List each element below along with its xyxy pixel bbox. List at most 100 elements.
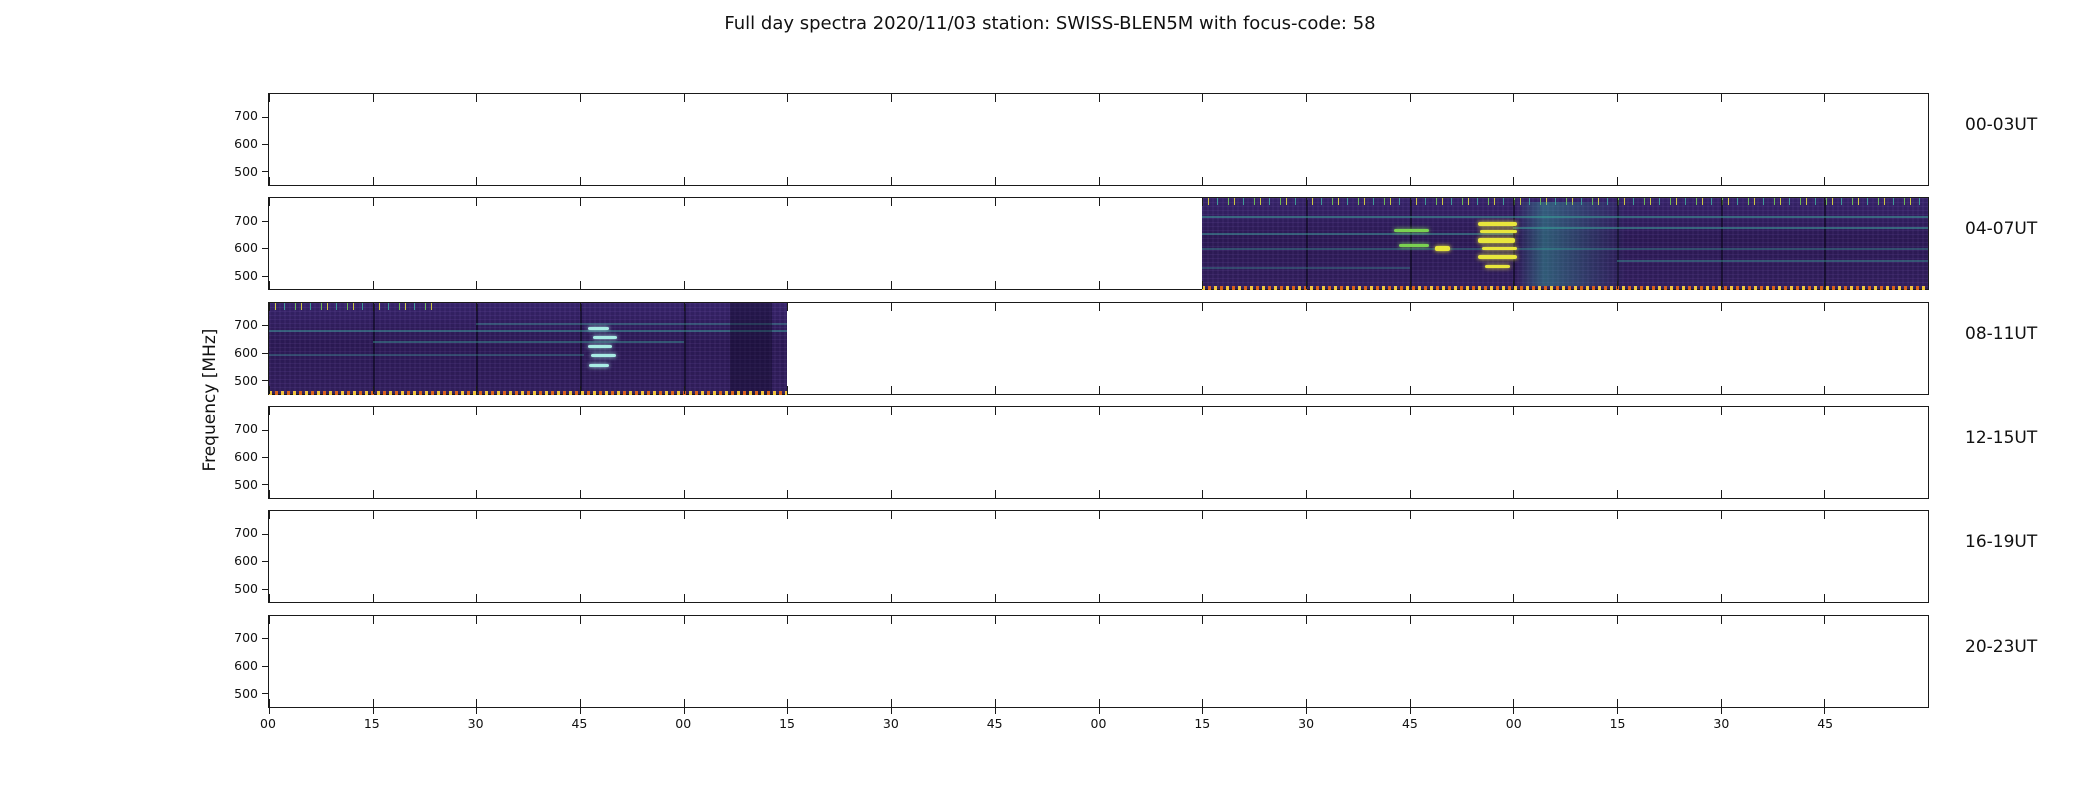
x-tick-mark xyxy=(1098,302,1100,311)
spectrogram-data xyxy=(1202,198,1928,290)
x-tick-mark-outer xyxy=(372,707,374,714)
x-tick-mark xyxy=(787,281,789,290)
x-tick-mark xyxy=(1098,177,1100,185)
x-tick-mark xyxy=(1409,177,1411,185)
x-tick-mark xyxy=(1202,198,1204,207)
x-tick-label: 30 xyxy=(1298,715,1315,731)
burst-stripe xyxy=(1478,238,1515,244)
x-tick-mark xyxy=(1202,281,1204,290)
burst-stripe xyxy=(587,327,610,331)
x-tick-mark xyxy=(580,615,582,624)
x-tick-mark-outer xyxy=(1305,707,1307,714)
x-tick-mark xyxy=(1513,302,1515,311)
y-tick-mark xyxy=(262,533,268,535)
x-tick-mark xyxy=(580,198,582,207)
x-tick-mark xyxy=(994,489,996,498)
x-tick-mark xyxy=(1409,94,1411,102)
y-tick-label: 600 xyxy=(234,240,258,256)
x-tick-mark xyxy=(1720,511,1722,520)
x-tick-mark xyxy=(1824,615,1826,624)
segment-boundary-line xyxy=(1824,200,1827,288)
y-tick-mark xyxy=(262,456,268,458)
x-tick-mark xyxy=(1513,615,1515,624)
x-tick-mark-outer xyxy=(1202,707,1204,714)
x-tick-mark xyxy=(580,302,582,311)
x-tick-mark xyxy=(269,511,270,520)
x-tick-mark xyxy=(269,94,270,102)
x-tick-mark xyxy=(372,177,374,185)
interference-line xyxy=(1202,267,1410,270)
top-speckle-noise xyxy=(269,302,435,310)
x-tick-mark xyxy=(476,94,478,102)
spectrogram-panel-20-23UT xyxy=(262,614,1929,714)
y-tick-label: 500 xyxy=(234,268,258,284)
x-tick-mark xyxy=(787,385,789,394)
x-tick-mark xyxy=(1098,489,1100,498)
x-tick-mark xyxy=(1513,281,1515,290)
burst-stripe xyxy=(1480,230,1517,234)
x-tick-mark xyxy=(683,302,685,311)
x-tick-mark xyxy=(1824,281,1826,290)
x-tick-mark xyxy=(1824,177,1826,185)
x-tick-mark xyxy=(891,177,893,185)
x-tick-mark xyxy=(994,94,996,102)
x-tick-mark xyxy=(1305,94,1307,102)
x-tick-mark xyxy=(1824,406,1826,415)
burst-stripe xyxy=(587,345,613,349)
x-tick-mark xyxy=(476,177,478,185)
y-tick-label: 500 xyxy=(234,372,258,388)
x-tick-mark xyxy=(1409,302,1411,311)
x-tick-mark xyxy=(1098,594,1100,603)
burst-stripe xyxy=(1435,245,1451,251)
x-tick-mark xyxy=(1305,698,1307,707)
x-tick-mark xyxy=(1202,615,1204,624)
x-tick-label: 45 xyxy=(986,715,1003,731)
interference-line xyxy=(1616,260,1928,263)
x-tick-mark xyxy=(1824,698,1826,707)
x-tick-mark xyxy=(476,281,478,290)
interference-line xyxy=(372,340,684,343)
x-tick-mark xyxy=(1824,511,1826,520)
y-tick-label: 700 xyxy=(234,629,258,645)
x-tick-mark xyxy=(372,489,374,498)
x-tick-mark xyxy=(476,594,478,603)
x-tick-mark xyxy=(269,406,270,415)
x-tick-mark xyxy=(787,615,789,624)
y-tick-label: 700 xyxy=(234,421,258,437)
row-label-12-15UT: 12-15UT xyxy=(1965,427,2038,448)
y-tick-mark xyxy=(262,352,268,354)
x-tick-mark xyxy=(1409,198,1411,207)
x-tick-label: 15 xyxy=(363,715,380,731)
x-tick-label: 15 xyxy=(779,715,796,731)
x-tick-mark xyxy=(1720,281,1722,290)
y-tick-mark xyxy=(262,116,268,118)
spectrogram-data xyxy=(269,302,788,394)
x-tick-mark xyxy=(1202,94,1204,102)
x-tick-mark xyxy=(1720,177,1722,185)
x-tick-mark xyxy=(372,615,374,624)
x-tick-mark xyxy=(1409,406,1411,415)
x-tick-mark xyxy=(1305,198,1307,207)
x-tick-mark xyxy=(891,511,893,520)
x-tick-mark xyxy=(1305,302,1307,311)
x-tick-mark xyxy=(683,281,685,290)
x-tick-mark-outer xyxy=(476,707,478,714)
x-tick-mark xyxy=(269,302,270,311)
x-tick-mark-outer xyxy=(580,707,582,714)
spectrogram-panel-04-07UT xyxy=(262,197,1929,291)
y-tick-mark xyxy=(262,692,268,694)
x-tick-mark xyxy=(1616,302,1618,311)
x-tick-mark xyxy=(1616,198,1618,207)
x-tick-mark xyxy=(1098,615,1100,624)
x-tick-mark xyxy=(1098,94,1100,102)
burst-stripe xyxy=(1478,254,1517,259)
x-tick-label: 00 xyxy=(260,715,276,731)
x-tick-mark xyxy=(580,594,582,603)
x-tick-mark xyxy=(1409,615,1411,624)
x-tick-mark xyxy=(1720,615,1722,624)
x-tick-mark-outer xyxy=(1824,707,1826,714)
spectrogram-panel-12-15UT xyxy=(262,405,1929,499)
x-tick-mark xyxy=(1202,594,1204,603)
x-tick-mark xyxy=(683,489,685,498)
x-tick-mark xyxy=(891,406,893,415)
